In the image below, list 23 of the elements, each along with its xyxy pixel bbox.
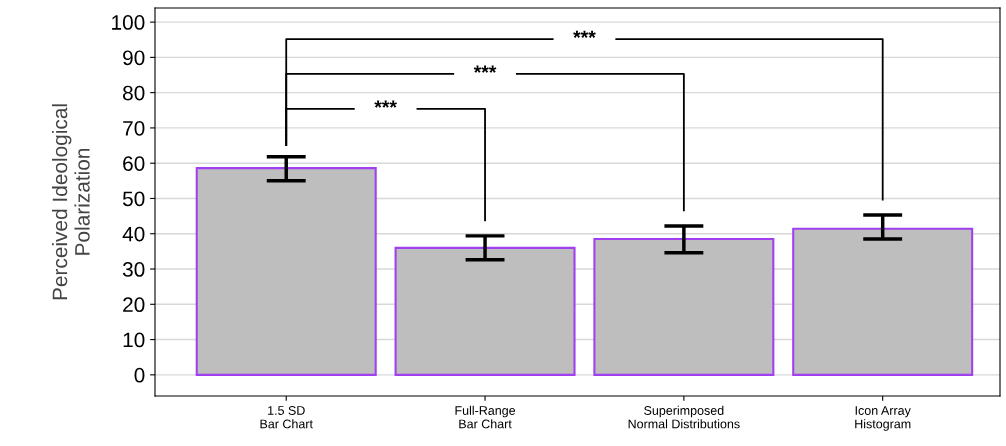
y-tick-label: 60	[123, 156, 145, 171]
bar	[195, 167, 377, 376]
y-tick-label: 20	[123, 297, 145, 313]
y-tick-label: 90	[123, 50, 145, 66]
x-tick-label: Icon Array Histogram	[855, 406, 911, 431]
bar	[792, 227, 974, 376]
y-tick-label: 0	[134, 367, 145, 383]
bar	[593, 238, 775, 376]
y-axis-title: Perceived Ideological Polarization	[51, 104, 90, 300]
y-tick-label: 80	[123, 85, 145, 101]
y-tick-label: 50	[122, 191, 145, 207]
annotation: ***	[473, 65, 497, 73]
x-tick-label: Superimposed Normal Distributions	[628, 405, 740, 429]
y-tick-label: 40	[122, 226, 145, 242]
y-tick-label: 100	[112, 15, 145, 30]
y-tick-label: 30	[122, 262, 145, 277]
y-tick-label: 10	[123, 332, 145, 348]
annotation: ***	[573, 30, 596, 38]
y-tick-label: 70	[123, 120, 145, 136]
annotation: ***	[374, 100, 397, 108]
x-tick-label: 1.5 SD Bar Chart	[260, 406, 313, 429]
x-tick-label: Full-Range Bar Chart	[455, 405, 516, 429]
bar	[394, 246, 576, 376]
